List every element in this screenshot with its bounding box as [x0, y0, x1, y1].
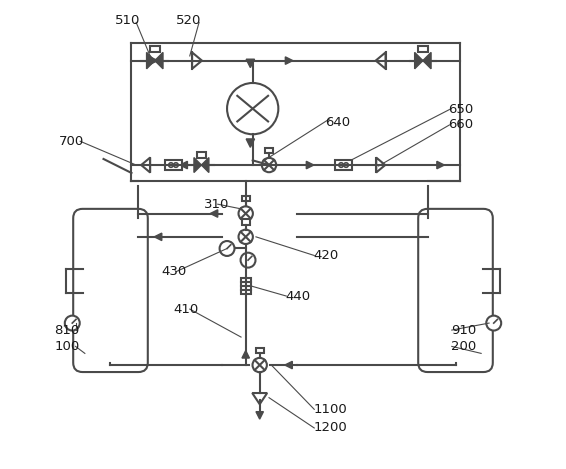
Polygon shape	[285, 57, 293, 64]
Text: 1200: 1200	[314, 422, 347, 434]
Text: 420: 420	[314, 249, 338, 262]
Polygon shape	[180, 161, 187, 169]
Polygon shape	[378, 57, 385, 64]
Polygon shape	[376, 158, 385, 173]
Text: 520: 520	[176, 14, 201, 27]
Polygon shape	[246, 139, 255, 147]
Polygon shape	[147, 53, 163, 69]
Text: 700: 700	[59, 135, 84, 148]
Circle shape	[238, 230, 253, 244]
Bar	[165, 160, 182, 170]
Text: 410: 410	[173, 303, 199, 316]
Bar	[197, 151, 206, 158]
Circle shape	[252, 358, 267, 372]
Text: 430: 430	[162, 265, 187, 278]
Circle shape	[220, 241, 234, 256]
FancyBboxPatch shape	[418, 209, 493, 372]
Circle shape	[339, 163, 344, 167]
Polygon shape	[194, 158, 209, 173]
Polygon shape	[211, 210, 218, 217]
Polygon shape	[376, 53, 385, 69]
Text: 640: 640	[325, 116, 350, 129]
Polygon shape	[242, 351, 250, 358]
Bar	[242, 219, 250, 225]
Bar	[265, 148, 273, 153]
Text: 810: 810	[54, 324, 80, 337]
Text: 440: 440	[285, 289, 311, 303]
Polygon shape	[252, 393, 267, 404]
Circle shape	[227, 83, 278, 134]
Text: 910: 910	[451, 324, 476, 337]
Polygon shape	[285, 361, 292, 369]
Polygon shape	[192, 53, 202, 69]
Bar	[150, 46, 160, 53]
Circle shape	[241, 253, 255, 268]
Bar	[418, 46, 428, 53]
Bar	[242, 196, 250, 201]
Text: 310: 310	[204, 198, 229, 211]
Text: 660: 660	[448, 119, 474, 131]
Circle shape	[238, 206, 253, 221]
Text: 1100: 1100	[314, 403, 347, 416]
Text: 200: 200	[451, 340, 476, 353]
Circle shape	[344, 163, 348, 167]
Polygon shape	[306, 161, 314, 169]
Polygon shape	[246, 59, 255, 68]
Text: 510: 510	[115, 14, 140, 27]
Text: 100: 100	[54, 340, 80, 353]
Circle shape	[262, 158, 276, 172]
Polygon shape	[437, 161, 444, 169]
Circle shape	[169, 163, 173, 167]
Polygon shape	[155, 233, 162, 241]
Circle shape	[174, 163, 178, 167]
Bar	[241, 278, 251, 294]
Polygon shape	[141, 158, 150, 173]
Circle shape	[65, 316, 80, 331]
Text: 650: 650	[448, 103, 474, 116]
Polygon shape	[256, 412, 263, 419]
Circle shape	[486, 316, 501, 331]
Polygon shape	[415, 53, 431, 69]
Polygon shape	[150, 57, 157, 64]
Bar	[256, 348, 264, 353]
Bar	[336, 160, 352, 170]
FancyBboxPatch shape	[73, 209, 148, 372]
